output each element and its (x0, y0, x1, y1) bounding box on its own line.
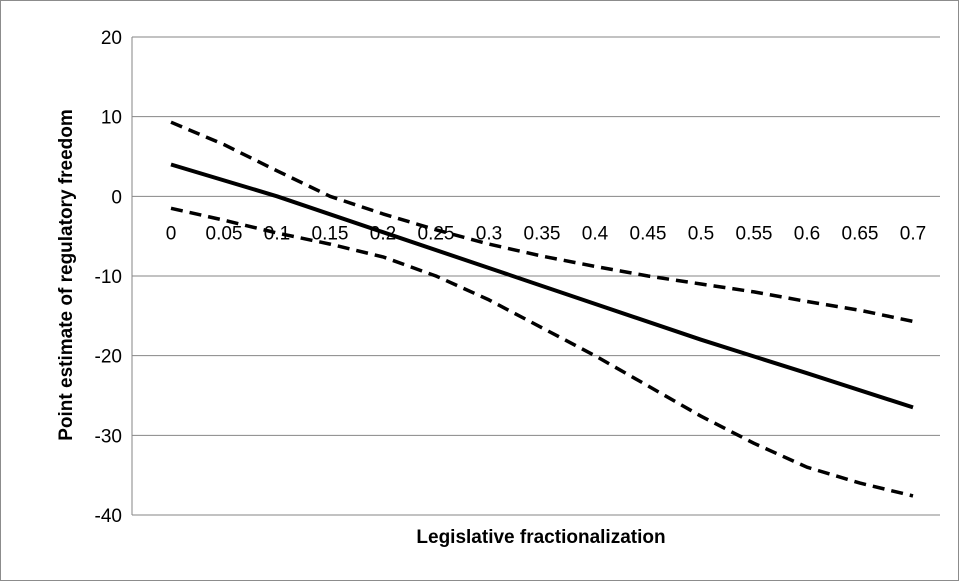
x-tick-label: 0.45 (630, 223, 667, 244)
x-tick-label: 0 (166, 223, 177, 244)
x-tick-label: 0.7 (900, 223, 926, 244)
x-tick-labels: 0 0.05 0.1 0.15 0.2 0.25 0.3 0.35 0.4 0.45 0.5 0.55… (166, 223, 927, 244)
x-tick-label: 0.4 (582, 223, 609, 244)
y-tick-labels: 20 10 0 -10 -20 -30 -40 (95, 28, 122, 527)
series-line-bound (170, 120, 914, 324)
series-line-estimate (170, 162, 914, 410)
x-tick-label: 0.5 (688, 223, 714, 244)
x-tick-label: 0.55 (736, 223, 773, 244)
x-tick-label: 0.3 (476, 223, 502, 244)
y-tick-label: 0 (111, 187, 122, 208)
y-tick-label: -10 (95, 267, 122, 288)
x-tick-label: 0.65 (842, 223, 879, 244)
y-axis-title: Point estimate of regulatory freedom (56, 109, 77, 441)
x-tick-label: 0.05 (206, 223, 243, 244)
x-tick-label: 0.1 (264, 223, 290, 244)
x-tick-label: 0.35 (524, 223, 561, 244)
y-tick-label: -40 (95, 506, 122, 527)
y-tick-label: -20 (95, 347, 122, 368)
x-axis-title: Legislative fractionalization (416, 527, 665, 548)
x-tick-label: 0.15 (312, 223, 349, 244)
y-tick-label: -30 (95, 426, 122, 447)
x-tick-label: 0.6 (794, 223, 820, 244)
y-tick-label: 10 (101, 108, 122, 129)
series-lines (170, 120, 914, 498)
series-line-bound (170, 206, 914, 498)
y-tick-label: 20 (101, 28, 122, 49)
gridlines (131, 36, 940, 516)
